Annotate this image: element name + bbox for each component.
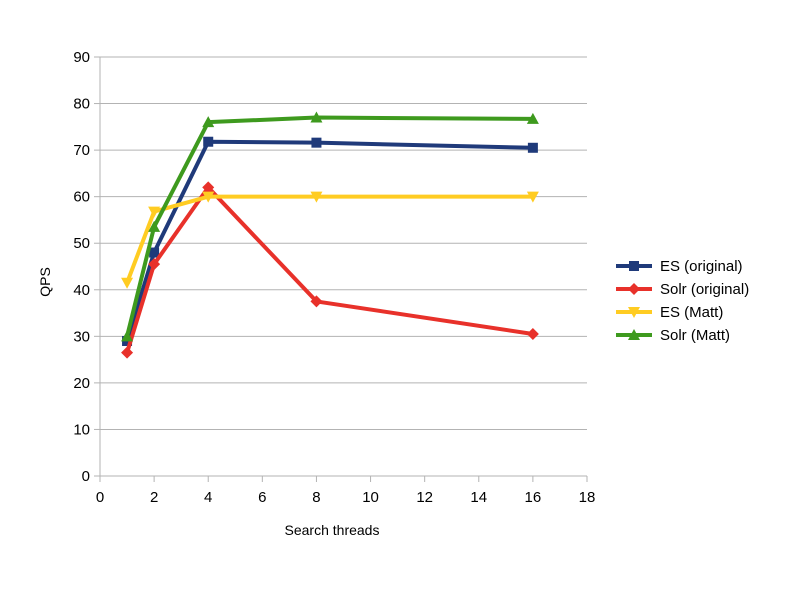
data-point [121, 330, 134, 342]
y-tick-label: 0 [82, 468, 90, 485]
x-tick-label: 6 [258, 489, 266, 506]
data-point [526, 328, 539, 341]
y-tick-label: 10 [73, 421, 90, 438]
legend-label: Solr (Matt) [660, 327, 730, 344]
x-tick-label: 12 [416, 489, 433, 506]
legend-label: Solr (original) [660, 281, 749, 298]
series-group [121, 111, 539, 359]
legend-label: ES (Matt) [660, 304, 723, 321]
data-point [121, 277, 134, 289]
x-tick-label: 4 [204, 489, 212, 506]
x-tick-label: 14 [470, 489, 487, 506]
data-point [121, 346, 134, 359]
y-tick-label: 80 [73, 96, 90, 113]
x-axis-title: Search threads [285, 522, 380, 538]
y-tick-label: 30 [73, 328, 90, 345]
y-tick-label: 50 [73, 235, 90, 252]
data-point [202, 181, 215, 194]
data-point [203, 136, 214, 147]
x-tick-label: 10 [362, 489, 379, 506]
x-tick-label: 16 [525, 489, 542, 506]
legend-swatch-marker [628, 283, 640, 295]
series-2 [121, 191, 539, 289]
x-tick-labels: 0 2 4 6 8 10 12 14 16 18 [96, 489, 596, 506]
data-point [310, 111, 323, 123]
y-axis-title: QPS [37, 267, 53, 297]
legend-swatch-marker [628, 307, 640, 318]
y-tick-label: 70 [73, 142, 90, 159]
data-point [526, 191, 539, 203]
legend-item: ES (original) [616, 258, 743, 275]
data-point [149, 247, 160, 258]
y-tick-labels: 0 10 20 30 40 50 60 70 80 90 [73, 49, 90, 485]
x-tick-label: 8 [312, 489, 320, 506]
gridlines [100, 56, 587, 430]
data-point [526, 112, 539, 124]
data-point [148, 258, 161, 271]
x-tick-label: 18 [579, 489, 596, 506]
series-3 [121, 111, 539, 342]
data-point [202, 191, 215, 203]
series-line [125, 139, 533, 342]
data-point [311, 137, 322, 148]
legend-swatch-marker [628, 329, 640, 340]
data-point [310, 295, 323, 308]
axes [94, 56, 588, 482]
series-line [125, 185, 534, 354]
legend-item: Solr (original) [616, 281, 749, 298]
x-tick-label: 0 [96, 489, 104, 506]
legend-swatch-marker [629, 261, 639, 271]
series-1 [121, 181, 539, 359]
y-tick-label: 90 [73, 49, 90, 66]
data-point [202, 116, 215, 128]
legend-label: ES (original) [660, 258, 743, 275]
x-tick-label: 2 [150, 489, 158, 506]
legend-item: Solr (Matt) [616, 327, 730, 344]
data-point [148, 206, 161, 218]
legend: ES (original) Solr (original) ES (Matt) Sol… [616, 258, 749, 344]
data-point [527, 142, 538, 153]
y-tick-label: 40 [73, 282, 90, 299]
legend-item: ES (Matt) [616, 304, 723, 321]
y-tick-label: 20 [73, 375, 90, 392]
series-line [125, 194, 533, 284]
data-point [310, 191, 323, 203]
y-tick-label: 60 [73, 189, 90, 206]
data-point [148, 220, 161, 232]
